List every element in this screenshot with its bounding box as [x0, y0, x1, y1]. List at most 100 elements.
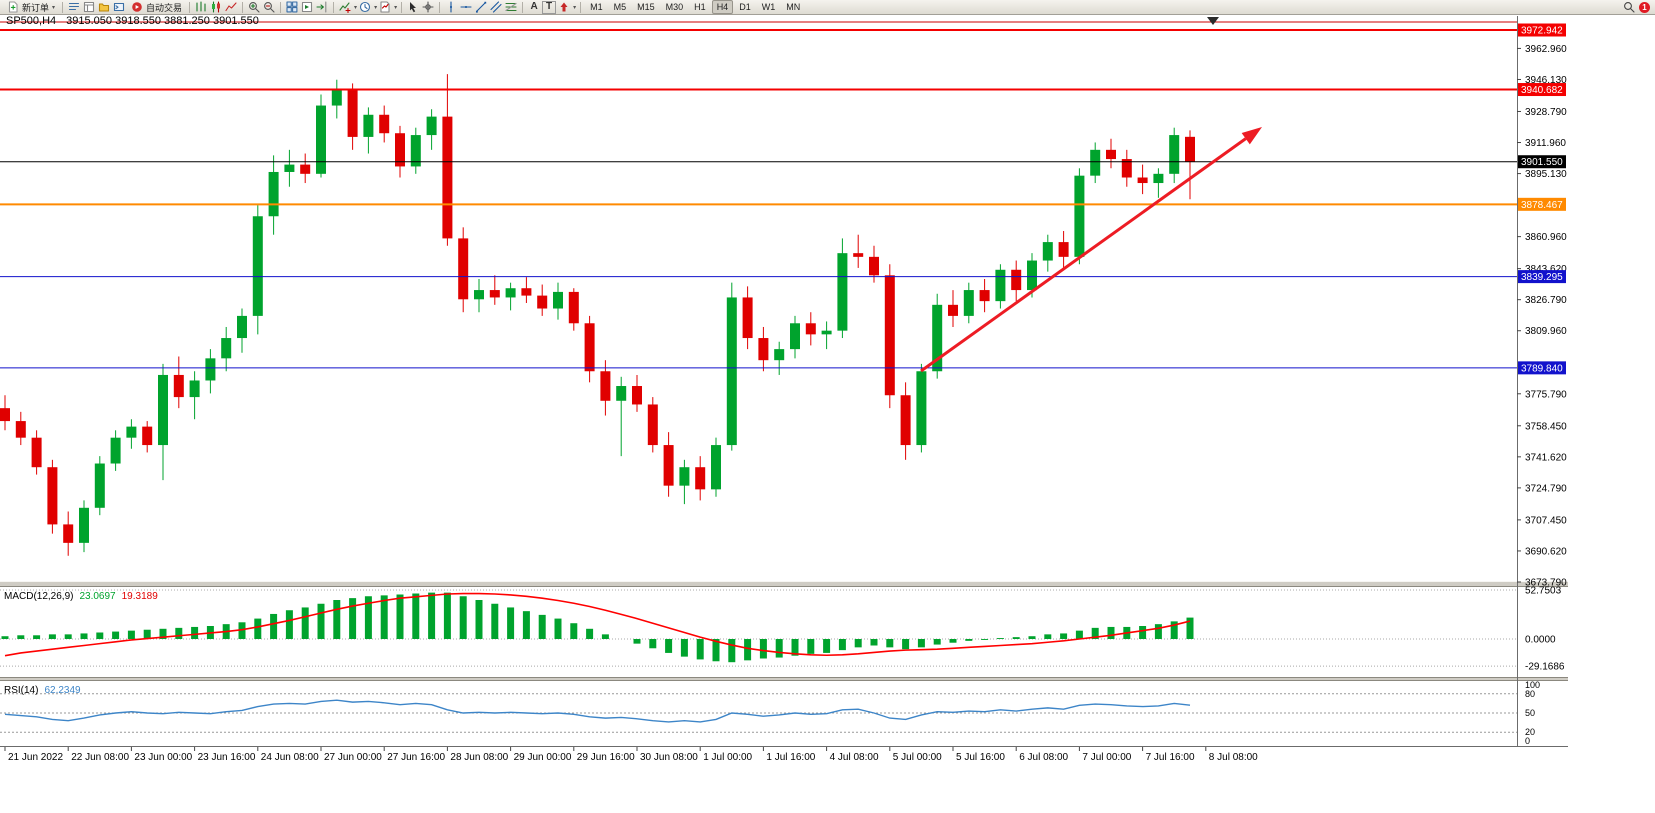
dropdown-caret-icon: ▾	[52, 4, 56, 11]
auto-scroll-icon[interactable]	[300, 1, 314, 14]
arrows-tool-icon[interactable]	[557, 1, 571, 14]
toolbar-separator	[333, 1, 335, 13]
vertical-line-icon[interactable]	[444, 1, 458, 14]
toolbar-separator	[522, 1, 524, 13]
fibonacci-icon[interactable]	[504, 1, 518, 14]
dropdown-caret-icon[interactable]: ▾	[354, 4, 358, 11]
price-axis-label: 3741.620	[1525, 452, 1567, 463]
new-order-button[interactable]: 新订单 ▾	[3, 1, 58, 14]
new-order-label: 新订单	[22, 2, 50, 13]
time-axis-label: 5 Jul 00:00	[893, 752, 942, 763]
autotrade-button[interactable]: 自动交易	[127, 1, 185, 14]
timeframe-button-h1[interactable]: H1	[694, 2, 706, 12]
search-icon[interactable]	[1622, 1, 1636, 14]
candle-body	[758, 338, 769, 361]
candle-body	[632, 386, 642, 405]
price-axis-label: 3690.620	[1525, 546, 1567, 557]
time-axis-label: 24 Jun 08:00	[261, 752, 319, 763]
new-order-icon	[6, 1, 20, 14]
candle-body	[426, 116, 437, 136]
candle-body	[932, 304, 943, 372]
timeframe-button-w1[interactable]: W1	[761, 2, 776, 12]
candle-body	[173, 374, 184, 398]
toolbar-separator	[280, 1, 282, 13]
candle-body	[1153, 173, 1164, 184]
candle-body	[1074, 175, 1085, 257]
zoom-out-icon[interactable]	[262, 1, 276, 14]
candlestick-icon[interactable]	[209, 1, 223, 14]
indicators-icon[interactable]	[338, 1, 352, 14]
candle-body	[774, 349, 785, 361]
candle-body	[805, 323, 816, 335]
dropdown-caret-icon[interactable]: ▾	[573, 4, 577, 11]
line-chart-icon[interactable]	[224, 1, 238, 14]
channel-icon[interactable]	[489, 1, 503, 14]
macd-signal-line	[4, 592, 1191, 657]
candle-body	[1185, 136, 1195, 162]
time-axis-label: 29 Jun 16:00	[577, 752, 635, 763]
time-axis-label: 7 Jul 16:00	[1146, 752, 1195, 763]
candle-body	[158, 374, 168, 446]
candle-body	[47, 467, 58, 525]
candle-body	[568, 291, 579, 324]
text-tool-icon[interactable]: A	[530, 1, 538, 12]
timeframe-button-m15[interactable]: M15	[637, 2, 655, 12]
trendline-icon[interactable]	[474, 1, 488, 14]
panel-separator[interactable]	[0, 677, 1568, 681]
candle-body	[189, 380, 200, 398]
data-window-icon[interactable]	[82, 1, 96, 14]
chart-shift-marker-icon[interactable]	[1207, 17, 1219, 25]
macd-axis-label: 52.7503	[1525, 586, 1562, 597]
templates-icon[interactable]	[378, 1, 392, 14]
autotrade-label: 自动交易	[146, 2, 183, 13]
periods-icon[interactable]	[358, 1, 372, 14]
price-axis-label: 3724.790	[1525, 483, 1567, 494]
tile-windows-icon[interactable]	[285, 1, 299, 14]
trend-arrow-head[interactable]	[1241, 127, 1262, 145]
price-axis-label: 3826.790	[1525, 295, 1567, 306]
candle-body	[821, 330, 832, 335]
cursor-icon[interactable]	[406, 1, 420, 14]
navigator-icon[interactable]	[97, 1, 111, 14]
terminal-icon[interactable]	[112, 1, 126, 14]
candle-body	[142, 426, 153, 446]
text-label-tool-icon[interactable]: T	[542, 0, 557, 14]
trend-arrow-line[interactable]	[920, 137, 1247, 373]
dropdown-caret-icon[interactable]: ▾	[374, 4, 378, 11]
timeframe-button-m1[interactable]: M1	[590, 2, 603, 12]
price-axis-label: 3843.620	[1525, 264, 1567, 275]
dropdown-caret-icon[interactable]: ▾	[394, 4, 398, 11]
price-badge	[1518, 83, 1566, 97]
panel-separator[interactable]	[0, 581, 1568, 587]
timeframe-button-h4[interactable]: H4	[711, 0, 734, 14]
candle-body	[15, 421, 26, 438]
bar-chart-icon[interactable]	[194, 1, 208, 14]
candle-body	[489, 290, 500, 298]
candle-body	[995, 269, 1006, 302]
price-axis-label: 3962.960	[1525, 44, 1567, 55]
candle-body	[1058, 242, 1069, 257]
crosshair-icon[interactable]	[421, 1, 435, 14]
candle-body	[94, 463, 105, 508]
rsi-axis-label: 20	[1525, 727, 1535, 737]
candle-body	[205, 358, 216, 381]
horizontal-line-icon[interactable]	[459, 1, 473, 14]
timeframe-button-d1[interactable]: D1	[739, 2, 751, 12]
chart-shift-icon[interactable]	[315, 1, 329, 14]
price-badge	[1518, 197, 1566, 211]
timeframe-button-m30[interactable]: M30	[665, 2, 684, 12]
timeframe-button-m5[interactable]: M5	[613, 2, 627, 12]
candle-body	[379, 114, 390, 134]
timeframe-button-mn[interactable]: MN	[786, 2, 801, 12]
zoom-in-icon[interactable]	[247, 1, 261, 14]
candle-body	[537, 295, 548, 309]
candle-body	[948, 304, 958, 316]
autotrade-icon	[130, 1, 144, 14]
rsi-axis-label: 100	[1525, 680, 1540, 690]
market-watch-icon[interactable]	[67, 1, 81, 14]
candle-body	[31, 437, 42, 468]
candle-body	[347, 88, 358, 137]
candle-body	[331, 88, 342, 106]
notification-badge[interactable]: 1	[1639, 1, 1650, 13]
